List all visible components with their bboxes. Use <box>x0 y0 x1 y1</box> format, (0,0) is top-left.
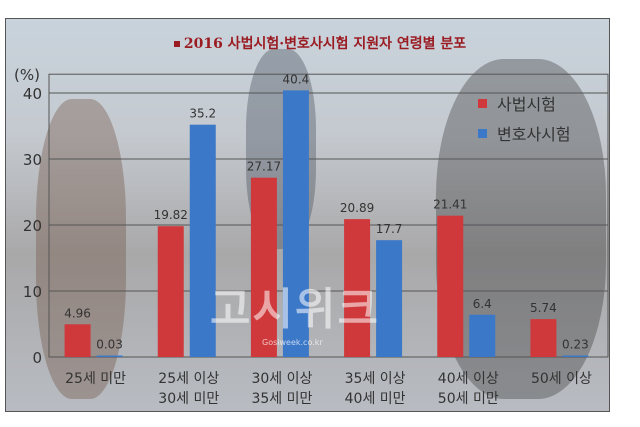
chart-title-text: 2016 사법시험·변호사시험 지원자 연령별 분포 <box>183 36 467 52</box>
x-category-label: 35세 미만 <box>251 391 312 407</box>
bar-사법시험 <box>344 219 371 357</box>
legend: 사법시험 변호사시험 <box>478 88 571 148</box>
y-tick-label: 0 <box>32 349 42 367</box>
x-category-label: 35세 이상 <box>345 371 406 387</box>
bar-사법시험 <box>157 226 184 357</box>
bar-사법시험 <box>250 177 277 357</box>
x-category-label: 30세 이상 <box>251 371 312 387</box>
bar-변호사시험 <box>562 355 589 357</box>
data-label: 4.96 <box>64 306 91 320</box>
data-label: 0.23 <box>562 337 589 351</box>
bar-변호사시험 <box>96 355 123 357</box>
legend-item-사법시험: 사법시험 <box>478 88 571 118</box>
data-label: 17.7 <box>376 222 403 236</box>
title-bullet-icon <box>173 41 180 47</box>
x-category-label: 40세 미만 <box>345 391 406 407</box>
legend-swatch-red <box>478 98 487 108</box>
legend-label: 사법시험 <box>497 95 556 114</box>
x-category-label: 25세 미만 <box>65 371 126 387</box>
y-tick-label: 20 <box>23 217 42 235</box>
data-label: 20.89 <box>340 201 374 215</box>
x-category-label: 50세 미만 <box>438 391 499 407</box>
legend-item-변호사시험: 변호사시험 <box>478 118 571 148</box>
y-tick-label: 10 <box>23 283 42 301</box>
bar-사법시험 <box>64 324 91 357</box>
data-label: 40.4 <box>283 72 310 86</box>
data-label: 5.74 <box>530 301 557 315</box>
legend-label: 변호사시험 <box>497 125 571 144</box>
bar-사법시험 <box>530 319 557 357</box>
legend-swatch-blue <box>478 128 487 138</box>
data-label: 27.17 <box>247 160 281 174</box>
watermark-url: Gosiweek.co.kr <box>262 338 323 347</box>
bar-사법시험 <box>437 215 464 357</box>
bar-변호사시험 <box>189 124 216 358</box>
data-label: 21.41 <box>433 198 467 212</box>
data-label: 35.2 <box>189 107 216 121</box>
bar-변호사시험 <box>469 314 496 357</box>
x-category-label: 40세 이상 <box>438 371 499 387</box>
data-label: 6.4 <box>473 297 492 311</box>
chart-title: 2016 사법시험·변호사시험 지원자 연령별 분포 <box>0 33 640 53</box>
y-axis-label: (%) <box>14 66 40 84</box>
bar-변호사시험 <box>282 90 309 358</box>
x-category-label: 50세 이상 <box>531 371 592 387</box>
data-label: 19.82 <box>154 208 188 222</box>
data-label: 0.03 <box>96 338 123 352</box>
bar-변호사시험 <box>376 240 403 357</box>
y-tick-label: 30 <box>23 151 42 169</box>
y-tick-label: 40 <box>23 85 42 103</box>
background-photo-shape <box>436 59 606 399</box>
watermark-logo: 고시위크 <box>210 284 380 335</box>
x-category-label: 30세 미만 <box>158 391 219 407</box>
x-category-label: 25세 이상 <box>158 371 219 387</box>
